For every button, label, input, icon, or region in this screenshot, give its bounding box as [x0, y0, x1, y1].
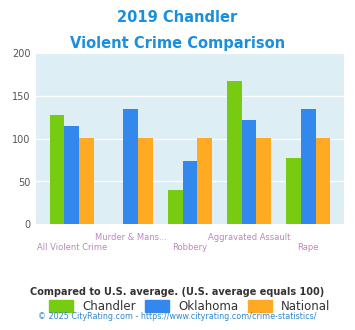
Bar — [50, 115, 64, 224]
Bar — [138, 138, 153, 224]
Legend: Chandler, Oklahoma, National: Chandler, Oklahoma, National — [45, 295, 335, 318]
Bar — [124, 110, 138, 224]
Text: All Violent Crime: All Violent Crime — [37, 243, 107, 251]
Text: Compared to U.S. average. (U.S. average equals 100): Compared to U.S. average. (U.S. average … — [31, 287, 324, 297]
Text: 2019 Chandler: 2019 Chandler — [118, 10, 237, 25]
Bar — [227, 81, 242, 224]
Text: Violent Crime Comparison: Violent Crime Comparison — [70, 36, 285, 51]
Bar — [64, 126, 79, 224]
Text: Rape: Rape — [297, 243, 319, 251]
Text: Aggravated Assault: Aggravated Assault — [208, 233, 290, 242]
Bar — [182, 161, 197, 224]
Text: © 2025 CityRating.com - https://www.cityrating.com/crime-statistics/: © 2025 CityRating.com - https://www.city… — [38, 312, 317, 321]
Bar — [242, 120, 256, 224]
Text: Robbery: Robbery — [173, 243, 207, 251]
Bar — [168, 190, 182, 224]
Bar — [316, 138, 330, 224]
Bar — [301, 109, 316, 224]
Bar — [197, 138, 212, 224]
Bar — [256, 138, 271, 224]
Bar — [286, 158, 301, 224]
Text: Murder & Mans...: Murder & Mans... — [95, 233, 167, 242]
Bar — [79, 138, 94, 224]
